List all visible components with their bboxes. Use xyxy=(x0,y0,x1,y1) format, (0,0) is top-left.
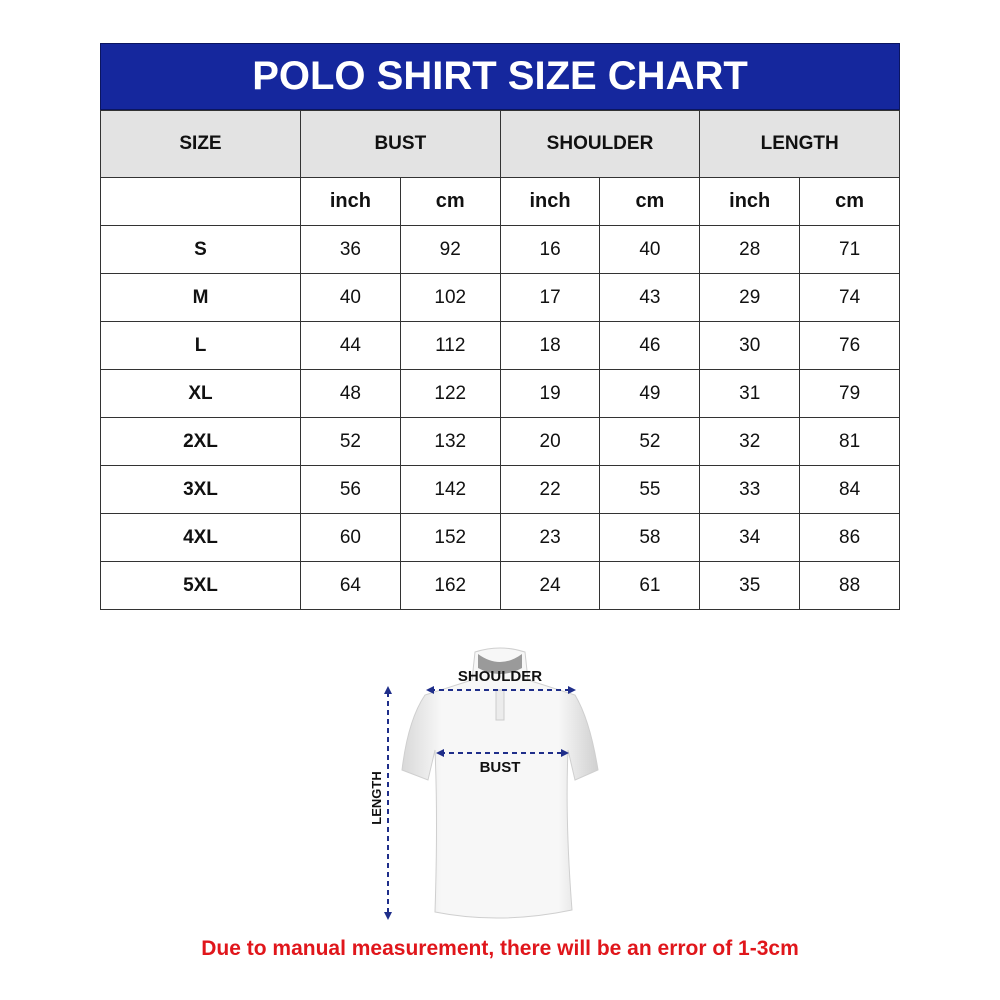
value-cell: 56 xyxy=(300,465,401,514)
size-cell: 5XL xyxy=(100,561,301,610)
value-cell: 79 xyxy=(799,369,900,418)
value-cell: 61 xyxy=(599,561,701,610)
polo-shirt-diagram: SHOULDER BUST LENGTH xyxy=(369,647,599,920)
value-cell: 35 xyxy=(699,561,801,610)
value-cell: 34 xyxy=(699,513,801,562)
value-cell: 74 xyxy=(799,273,900,322)
value-cell: 23 xyxy=(499,513,601,562)
unit-cell: inch xyxy=(499,177,601,226)
value-cell: 32 xyxy=(699,417,801,466)
value-cell: 40 xyxy=(300,273,401,322)
size-cell: L xyxy=(100,321,301,370)
value-cell: 92 xyxy=(399,225,501,274)
value-cell: 142 xyxy=(399,465,501,514)
table-row: S 36 92 16 40 28 71 xyxy=(100,225,900,274)
value-cell: 52 xyxy=(300,417,401,466)
header-bust: BUST xyxy=(300,110,501,178)
value-cell: 30 xyxy=(699,321,801,370)
value-cell: 102 xyxy=(399,273,501,322)
value-cell: 33 xyxy=(699,465,801,514)
arrowhead-icon xyxy=(436,749,444,757)
value-cell: 112 xyxy=(399,321,501,370)
unit-cell: cm xyxy=(399,177,501,226)
arrowhead-icon xyxy=(384,912,392,920)
size-table: SIZE BUST SHOULDER LENGTH inch cm inch c… xyxy=(100,110,900,610)
unit-empty xyxy=(100,177,301,226)
value-cell: 55 xyxy=(599,465,701,514)
value-cell: 43 xyxy=(599,273,701,322)
unit-cell: cm xyxy=(799,177,900,226)
value-cell: 46 xyxy=(599,321,701,370)
size-cell: XL xyxy=(100,369,301,418)
value-cell: 162 xyxy=(399,561,501,610)
value-cell: 52 xyxy=(599,417,701,466)
value-cell: 40 xyxy=(599,225,701,274)
value-cell: 44 xyxy=(300,321,401,370)
length-label: LENGTH xyxy=(369,771,384,824)
arrowhead-icon xyxy=(426,686,434,694)
table-row: 3XL 56 142 22 55 33 84 xyxy=(100,465,900,514)
value-cell: 20 xyxy=(499,417,601,466)
arrowhead-icon xyxy=(561,749,569,757)
arrowhead-icon xyxy=(384,686,392,694)
value-cell: 81 xyxy=(799,417,900,466)
table-row: 5XL 64 162 24 61 35 88 xyxy=(100,561,900,610)
value-cell: 84 xyxy=(799,465,900,514)
value-cell: 24 xyxy=(499,561,601,610)
value-cell: 60 xyxy=(300,513,401,562)
value-cell: 16 xyxy=(499,225,601,274)
value-cell: 88 xyxy=(799,561,900,610)
value-cell: 18 xyxy=(499,321,601,370)
size-cell: 2XL xyxy=(100,417,301,466)
size-cell: M xyxy=(100,273,301,322)
table-row: XL 48 122 19 49 31 79 xyxy=(100,369,900,418)
placket-icon xyxy=(495,689,505,721)
measurement-note: Due to manual measurement, there will be… xyxy=(201,937,799,960)
unit-row: inch cm inch cm inch cm xyxy=(100,177,900,226)
value-cell: 19 xyxy=(499,369,601,418)
value-cell: 152 xyxy=(399,513,501,562)
value-cell: 48 xyxy=(300,369,401,418)
header-size: SIZE xyxy=(100,110,301,178)
value-cell: 31 xyxy=(699,369,801,418)
value-cell: 28 xyxy=(699,225,801,274)
shirt-body-icon xyxy=(401,647,599,919)
size-cell: 3XL xyxy=(100,465,301,514)
table-row: M 40 102 17 43 29 74 xyxy=(100,273,900,322)
chart-title: POLO SHIRT SIZE CHART xyxy=(100,43,900,110)
value-cell: 132 xyxy=(399,417,501,466)
value-cell: 86 xyxy=(799,513,900,562)
header-shoulder: SHOULDER xyxy=(499,110,701,178)
value-cell: 49 xyxy=(599,369,701,418)
value-cell: 64 xyxy=(300,561,401,610)
size-cell: S xyxy=(100,225,301,274)
value-cell: 29 xyxy=(699,273,801,322)
value-cell: 76 xyxy=(799,321,900,370)
unit-cell: cm xyxy=(599,177,701,226)
value-cell: 58 xyxy=(599,513,701,562)
value-cell: 71 xyxy=(799,225,900,274)
table-row: 4XL 60 152 23 58 34 86 xyxy=(100,513,900,562)
header-row: SIZE BUST SHOULDER LENGTH xyxy=(100,110,900,178)
value-cell: 17 xyxy=(499,273,601,322)
bust-label: BUST xyxy=(480,759,521,776)
collar-icon xyxy=(478,654,522,674)
unit-cell: inch xyxy=(300,177,401,226)
header-length: LENGTH xyxy=(699,110,900,178)
table-row: L 44 112 18 46 30 76 xyxy=(100,321,900,370)
value-cell: 36 xyxy=(300,225,401,274)
shoulder-label: SHOULDER xyxy=(458,668,542,685)
table-row: 2XL 52 132 20 52 32 81 xyxy=(100,417,900,466)
value-cell: 122 xyxy=(399,369,501,418)
value-cell: 22 xyxy=(499,465,601,514)
unit-cell: inch xyxy=(699,177,801,226)
arrowhead-icon xyxy=(568,686,576,694)
size-cell: 4XL xyxy=(100,513,301,562)
